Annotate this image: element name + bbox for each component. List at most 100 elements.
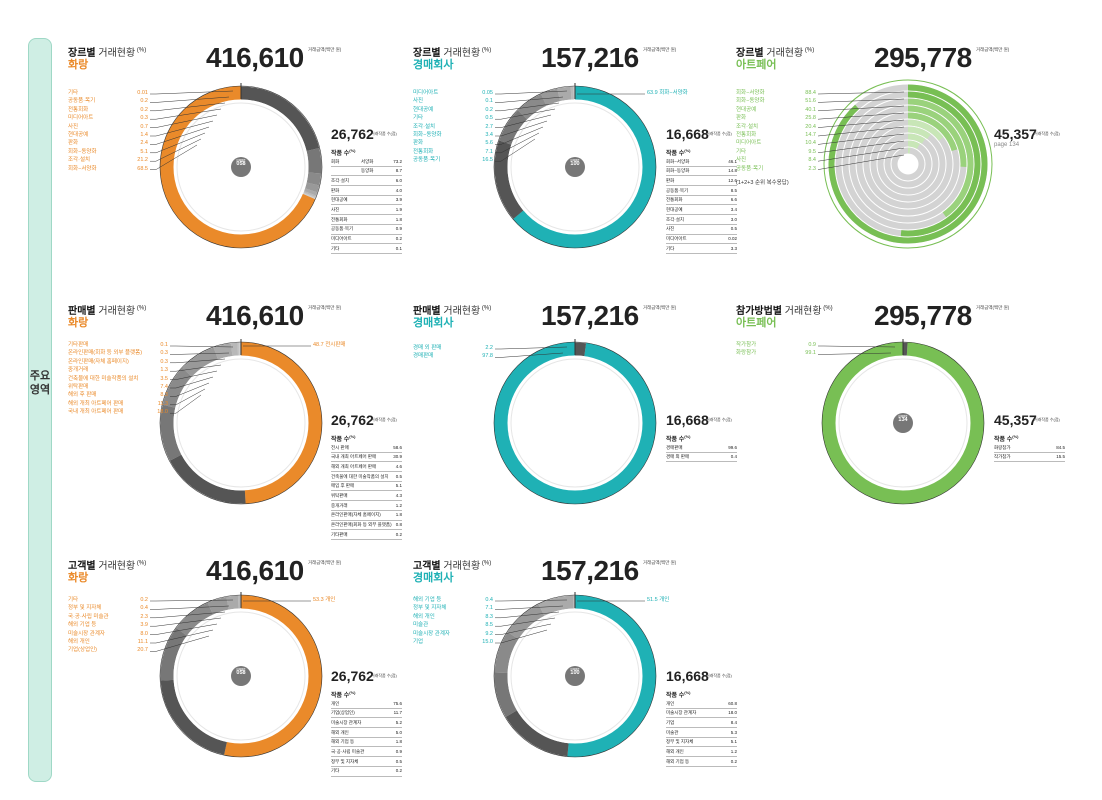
title-sup: (%) [480,305,492,312]
page-number: 100 [570,161,580,167]
segment-value: 99.1 [805,350,816,357]
total-amount: 157,216 [541,42,639,73]
total-unit: 거래금액(백만 원) [643,560,677,565]
segment-label: 공동품·목기 [736,166,763,173]
panel-title: 장르별 거래현황 (%) [736,44,814,59]
donut-segment-1 [306,147,322,174]
table-cell-value: 1.8 [395,512,402,518]
donut-segment-3 [207,596,229,615]
table-cell-label: 정부 및 지자체 [331,758,359,764]
donut-segment-2 [494,632,519,674]
title-rest: 거래현황 [98,306,136,317]
table-cell-value: 0.9 [395,748,402,754]
sidebar-tab: 주요영역 [28,38,52,782]
segment-value: 3.5 [160,375,168,382]
segment-name: 현대공예 [68,132,89,138]
donut-segment-2 [306,172,322,186]
segment-name: 해외 기업 등 [68,622,97,629]
total-amount: 416,610 [206,300,304,331]
segment-value: 11.3 [157,400,168,407]
table-cell-value: 99.6 [728,444,737,450]
total-amount: 416,610 [206,42,304,73]
donut-segment-4 [557,86,572,102]
table-row: 회화 서양화 73.2 [331,157,402,167]
segment-label: 미디어아트 [413,90,438,97]
table-cell-label: 전통회화 [331,216,348,222]
segment-label: 사진 [68,124,78,131]
table-cell-value: 46.1 [728,158,737,164]
table-row: 매입 후 판매 5.1 [331,482,402,492]
segment-name: 기타판매 [68,342,89,348]
table-row: 미술관 5.3 [666,728,737,738]
segment-name: 공동품·목기 [413,157,441,164]
table-row: 기업(상업인) 11.7 [331,709,402,719]
table-cell-value: 0.2 [395,768,402,774]
donut-segment-5 [230,342,239,357]
leader-line [495,599,568,602]
table-cell-label: 위탁판매 [331,492,348,498]
table-cell-label: 건축물에 대한 미술작품의 설치 [331,473,389,479]
segment-name: 해외 기업 등 [413,597,442,603]
segment-label: 전통회화 [736,132,756,139]
ring-bar-6 [907,126,931,140]
leader-line [495,352,564,358]
segment-value: 97.8 [482,353,493,360]
segment-name: 미술시장 관계자 [413,630,450,637]
segment-value: 0.2 [140,98,148,105]
page-label: page [236,666,246,671]
ring-track-4 [856,112,960,216]
table-cell-value: 1.8 [395,216,402,222]
total-amount: 295,778 [874,300,972,331]
donut-segment-0 [169,454,246,504]
artwork-count-unit: 거래작품 수(점) [706,673,732,678]
segment-name: 국·공·사립 미술관 [68,613,109,620]
page-reference: page 058 [231,157,251,177]
leader-line [150,90,234,95]
segment-name: 기업 [413,639,424,645]
table-row: 국내 개최 아트페어 판매 30.9 [331,453,402,463]
segment-value: 8.5 [485,622,493,629]
segment-value: 0.4 [140,605,148,612]
leader-line [150,635,210,652]
artwork-table: 회화−서양화 46.1 회화−동양화 14.8 판화 12.6 공동품·목기 8.5 전통회화 6… [666,157,737,254]
segment-label: 미디어아트 [736,140,761,147]
donut-segment-1 [160,627,187,681]
segment-name: 건축물에 대한 미술작품의 설치 [68,375,139,382]
segment-name: 공동품·목기 [68,98,96,105]
segment-name: 사진 [68,123,79,130]
table-row: 동양화 8.7 [331,167,402,177]
segment-value: 7.1 [485,148,493,155]
segment-name: 위탁판매 [68,384,89,390]
panel-title: 고객별 거래현황 (%) [413,557,491,572]
artwork-count-unit: 거래작품 수(점) [706,417,732,422]
donut-base [161,343,321,503]
artwork-count: 16,668 [666,668,709,684]
segment-value: 7.4 [160,384,168,390]
table-row: 미술시장 관계자 5.2 [331,718,402,729]
segment-value: 0.3 [140,115,148,122]
artwork-count-unit: 거래작품 수(점) [371,131,397,136]
segment-label: 기타 [68,90,78,97]
title-rest: 거래현황 [98,48,136,59]
table-cell-label: 판화 [666,177,675,183]
segment-label: 미술시장 관계자 [68,631,105,638]
title-rest: 거래현황 [766,48,804,59]
panel-name: 화랑 [68,572,89,584]
table-cell-value: 0.2 [395,531,402,537]
artwork-count-title: 작품 수(%) [666,148,690,157]
table-row: 현대공예 3.4 [666,205,737,216]
table-cell-value: 75.6 [393,700,402,706]
table-cell-value: 1.2 [395,502,402,508]
segment-name: 회화−동양화 [68,148,97,155]
donut-segment-3 [182,347,219,378]
table-cell-label: 중개거래 [331,502,348,508]
segment-label: 작가참가 [736,342,756,349]
artwork-count-title-text: 작품 수 [331,693,350,699]
segment-value: 51.6 [805,98,816,105]
table-cell-label: 해외 개인 [666,748,684,754]
donut-segment-3 [305,182,320,193]
segment-label: 해외 후 판매 [68,392,96,399]
segment-value: 0.2 [485,106,493,113]
panel-title: 장르별 거래현황 (%) [68,44,146,59]
table-cell-value: 58.6 [393,444,402,450]
